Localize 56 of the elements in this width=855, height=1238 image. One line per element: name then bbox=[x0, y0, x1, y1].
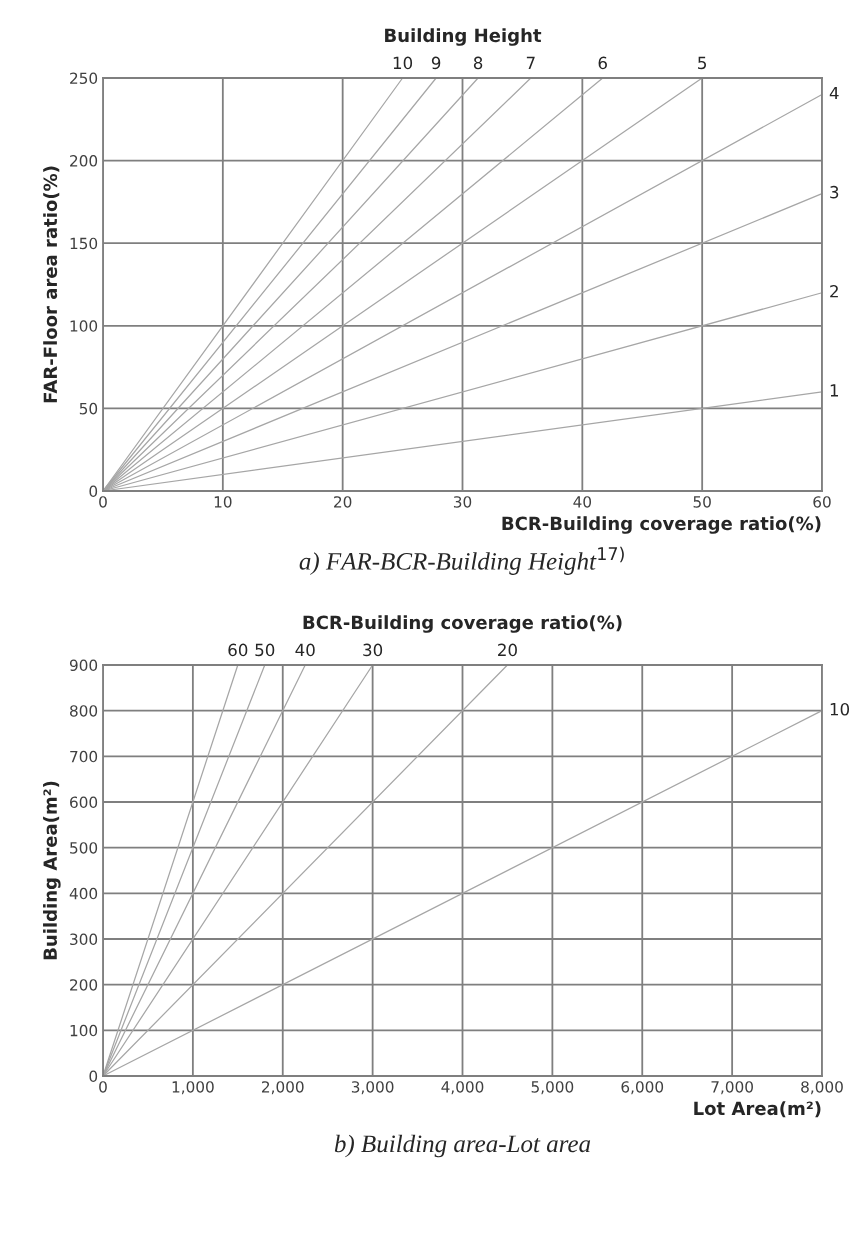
x-tick-label: 20 bbox=[334, 496, 352, 508]
y-tick-label: 900 bbox=[69, 659, 98, 672]
series-label: 50 bbox=[255, 643, 275, 657]
x-tick-label: 5,000 bbox=[531, 1081, 574, 1095]
x-tick-label: 7,000 bbox=[711, 1081, 753, 1095]
x-tick-label: 60 bbox=[813, 496, 831, 508]
y-tick-label: 150 bbox=[70, 237, 98, 250]
x-tick-label: 0 bbox=[99, 1081, 107, 1093]
series-label: 3 bbox=[830, 185, 839, 199]
series-label: 5 bbox=[698, 56, 707, 70]
y-axis-title: Building Area(m²) bbox=[43, 781, 61, 960]
x-tick-label: 30 bbox=[453, 496, 472, 508]
y-tick-label: 100 bbox=[70, 320, 98, 332]
y-tick-label: 50 bbox=[79, 402, 98, 415]
series-label: 10 bbox=[830, 702, 850, 716]
x-tick-label: 1,000 bbox=[172, 1081, 214, 1095]
series-label: 60 bbox=[228, 643, 248, 657]
chart-title: BCR-Building coverage ratio(%) bbox=[303, 615, 622, 633]
y-tick-label: 500 bbox=[70, 842, 98, 854]
series-label: 2 bbox=[830, 284, 838, 298]
x-axis-title: BCR-Building coverage ratio(%) bbox=[502, 516, 821, 534]
series-label: 40 bbox=[295, 643, 315, 657]
y-axis-title: FAR-Floor area ratio(%) bbox=[43, 166, 60, 403]
series-label: 4 bbox=[829, 86, 839, 100]
x-tick-label: 6,000 bbox=[621, 1081, 664, 1095]
x-tick-label: 0 bbox=[99, 496, 107, 508]
x-tick-label: 40 bbox=[573, 496, 592, 508]
series-label: 7 bbox=[526, 56, 535, 69]
series-label: 8 bbox=[473, 56, 483, 70]
y-tick-label: 700 bbox=[70, 750, 98, 763]
y-tick-label: 100 bbox=[70, 1024, 98, 1037]
x-tick-label: 2,000 bbox=[262, 1081, 304, 1095]
text: b) Building area-Lot area bbox=[334, 1134, 591, 1158]
text: a) FAR-BCR-Building Height$^{17)}$ bbox=[299, 546, 624, 575]
y-tick-label: 0 bbox=[89, 1070, 98, 1083]
y-tick-label: 400 bbox=[69, 887, 98, 900]
y-tick-label: 600 bbox=[70, 796, 98, 809]
chart-title: Building Height bbox=[385, 28, 542, 46]
x-tick-label: 8,000 bbox=[801, 1081, 843, 1095]
y-tick-label: 200 bbox=[70, 979, 98, 991]
y-tick-label: 250 bbox=[70, 72, 98, 85]
y-tick-label: 0 bbox=[89, 485, 98, 498]
x-tick-label: 50 bbox=[693, 496, 711, 508]
series-label: 20 bbox=[498, 643, 517, 657]
series-label: 9 bbox=[431, 56, 441, 70]
x-tick-label: 4,000 bbox=[441, 1081, 484, 1095]
series-label: 30 bbox=[363, 643, 383, 657]
x-tick-label: 10 bbox=[214, 496, 232, 508]
x-tick-label: 3,000 bbox=[351, 1081, 394, 1095]
y-tick-label: 300 bbox=[70, 933, 98, 946]
series-label: 10 bbox=[393, 56, 413, 70]
x-axis-title: Lot Area(m²) bbox=[694, 1101, 821, 1118]
series-label: 1 bbox=[830, 384, 839, 397]
y-tick-label: 200 bbox=[70, 155, 98, 167]
y-tick-label: 800 bbox=[70, 705, 98, 717]
series-label: 6 bbox=[598, 56, 607, 70]
